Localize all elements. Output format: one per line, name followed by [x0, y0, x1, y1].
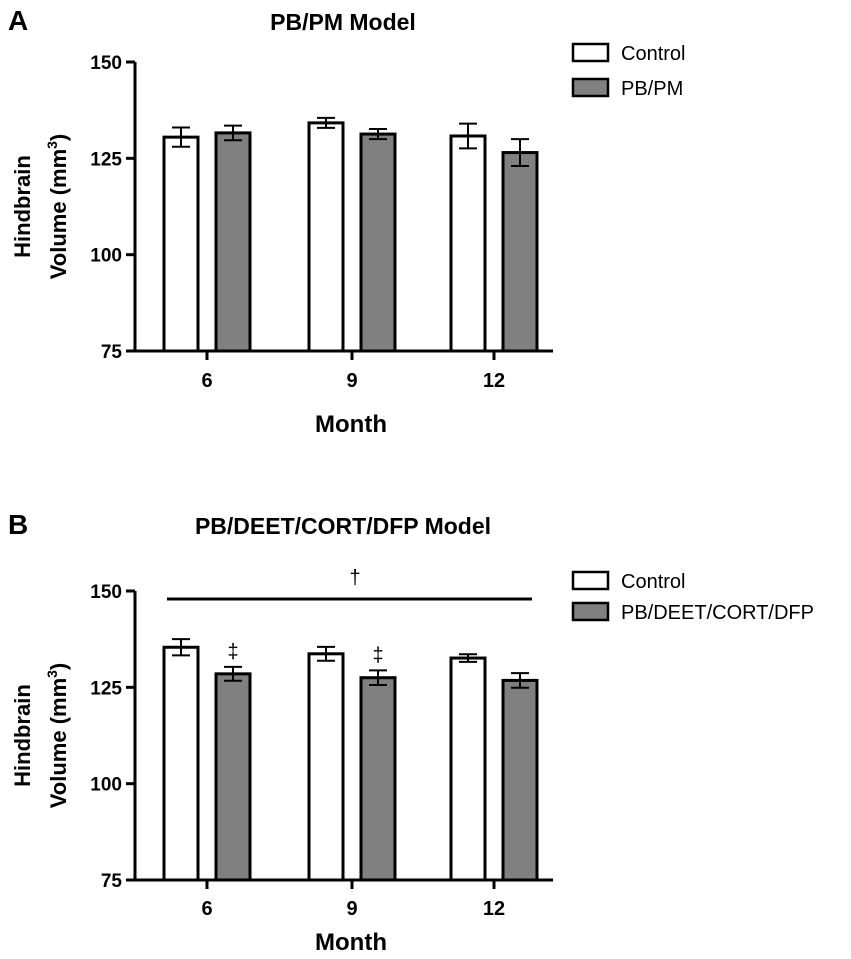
significance-double-dagger: ‡: [227, 641, 238, 663]
bar-pb-deet-cort-dfp-9: [359, 676, 397, 882]
y-axis-label-close: ): [46, 663, 71, 670]
legend-label: Control: [621, 571, 685, 593]
panel-label: B: [8, 509, 28, 540]
bar-control-12: [449, 656, 487, 882]
chart-panel-a: A PB/PM Model Hindbrain Volume (mm3) 75 100 12…: [8, 5, 685, 438]
y-axis-label-close: ): [46, 134, 71, 141]
y-axis-label: Hindbrain Volume (mm3): [10, 663, 71, 809]
y-axis-label: Hindbrain Volume (mm3): [10, 134, 71, 280]
chart-title: PB/PM Model: [270, 9, 416, 35]
bar-pb-pm-9: [359, 132, 397, 353]
bar-control-9: [307, 652, 345, 882]
y-tick-label: 150: [90, 582, 122, 603]
bar-control-6: [162, 135, 200, 353]
legend-label: Control: [621, 43, 685, 65]
chart-title: PB/DEET/CORT/DFP Model: [195, 513, 491, 539]
y-tick-label: 125: [90, 678, 122, 699]
x-tick-label: 12: [483, 370, 505, 392]
x-tick-label: 6: [201, 370, 212, 392]
legend-swatch-control: [571, 570, 610, 591]
legend-swatch-control: [571, 42, 610, 63]
bar-control-9: [307, 121, 345, 353]
legend-label: PB/DEET/CORT/DFP: [621, 602, 814, 624]
legend-swatch-pb-deet-cort-dfp: [571, 601, 610, 622]
y-tick-label: 100: [90, 775, 122, 796]
legend-label: PB/PM: [621, 78, 683, 100]
y-tick-label: 150: [90, 53, 122, 74]
bar-pb-deet-cort-dfp-6: [214, 672, 252, 882]
y-tick-label: 75: [101, 342, 123, 363]
bar-control-12: [449, 134, 487, 353]
x-axis-label: Month: [315, 929, 387, 956]
y-axis-label-line2: Volume (mm: [46, 149, 71, 279]
significance-dagger: †: [349, 567, 360, 589]
y-tick-label: 100: [90, 246, 122, 267]
chart-panel-b: B PB/DEET/CORT/DFP Model Hindbrain Volume (…: [8, 509, 814, 956]
significance-double-dagger: ‡: [372, 644, 383, 666]
x-axis-label: Month: [315, 411, 387, 438]
bar-control-6: [162, 645, 200, 882]
legend-swatch-pb-pm: [571, 77, 610, 98]
y-axis-label-line2: Volume (mm: [46, 678, 71, 808]
bar-pb-pm-6: [214, 131, 252, 353]
y-axis-label-superscript: 3: [44, 670, 60, 678]
bar-pb-deet-cort-dfp-12: [501, 678, 539, 882]
x-tick-label: 12: [483, 898, 505, 920]
x-tick-label: 9: [346, 898, 357, 920]
x-tick-label: 6: [201, 898, 212, 920]
y-tick-label: 125: [90, 149, 122, 170]
y-axis-label-superscript: 3: [44, 141, 60, 149]
y-tick-label: 75: [101, 871, 123, 892]
y-axis-label-line1: Hindbrain: [10, 155, 35, 258]
bar-pb-pm-12: [501, 151, 539, 353]
x-tick-label: 9: [346, 370, 357, 392]
y-axis-label-line1: Hindbrain: [10, 684, 35, 787]
panel-label: A: [8, 5, 28, 36]
